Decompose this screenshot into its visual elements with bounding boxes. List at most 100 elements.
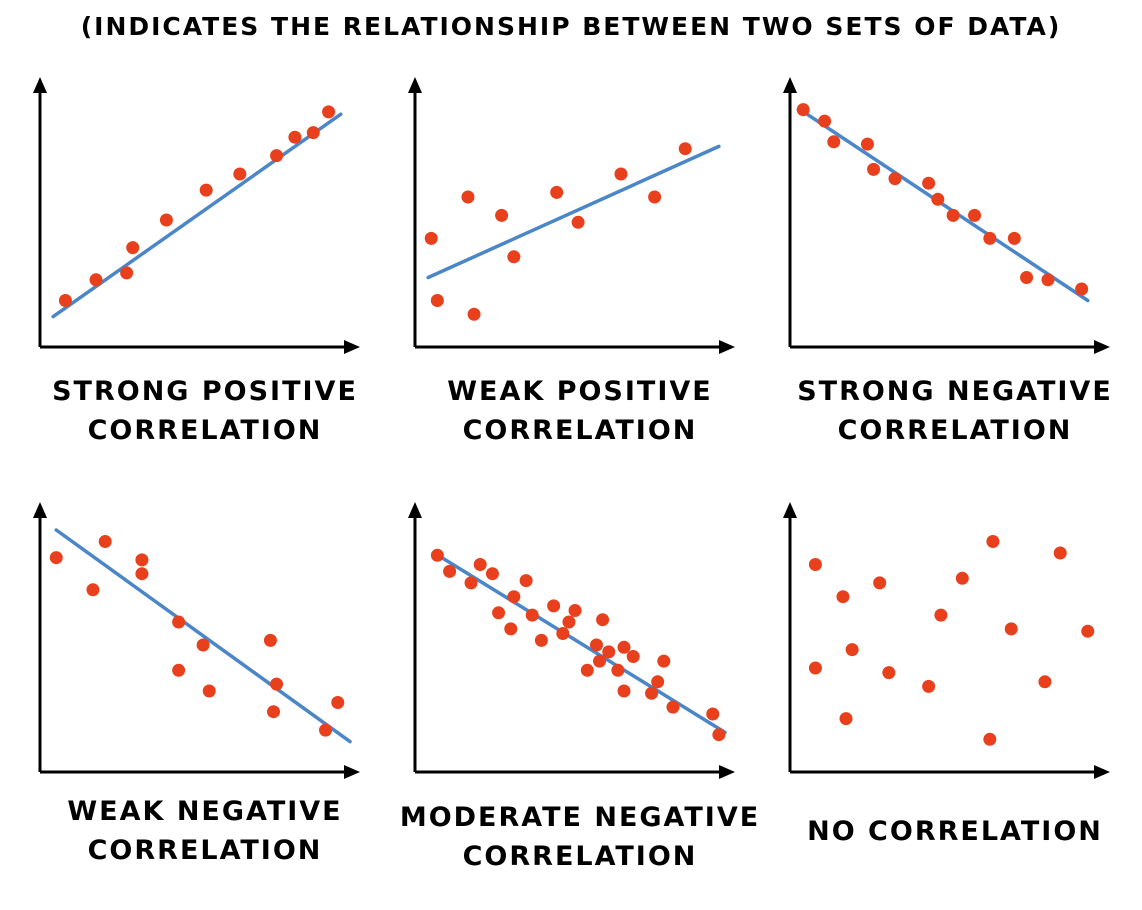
data-point <box>270 149 284 163</box>
chart-2-caption: WEAK POSITIVE CORRELATION <box>395 372 765 450</box>
chart-panel-4: WEAK NEGATIVE CORRELATION <box>20 490 390 910</box>
data-point <box>270 677 284 691</box>
data-point <box>645 686 659 700</box>
data-point <box>495 208 509 222</box>
data-point <box>580 663 594 677</box>
data-point <box>827 135 841 149</box>
data-point <box>968 208 982 222</box>
data-point <box>626 650 640 663</box>
data-point <box>1075 282 1089 296</box>
data-point <box>331 696 345 709</box>
data-point <box>602 645 616 659</box>
chart-2-caption-line-2: CORRELATION <box>462 415 698 446</box>
data-point <box>519 574 533 588</box>
chart-6-caption-line-1: NO CORRELATION <box>807 816 1103 847</box>
data-point <box>49 551 63 565</box>
y-axis-arrow-icon <box>33 77 47 93</box>
data-point <box>648 190 662 204</box>
y-axis-arrow-icon <box>783 77 797 93</box>
data-point <box>617 684 631 698</box>
chart-1 <box>33 77 360 354</box>
data-point <box>135 553 149 567</box>
x-axis-arrow-icon <box>344 765 360 779</box>
chart-4-caption: WEAK NEGATIVE CORRELATION <box>20 792 390 870</box>
data-point <box>461 190 475 204</box>
data-point <box>322 105 336 119</box>
chart-5-caption-line-2: CORRELATION <box>462 841 698 872</box>
trend-line <box>426 144 721 280</box>
data-point <box>796 103 810 117</box>
data-point <box>135 567 149 581</box>
data-point <box>1020 271 1034 284</box>
x-axis-arrow-icon <box>719 340 735 354</box>
chart-5-caption: MODERATE NEGATIVE CORRELATION <box>395 798 765 876</box>
chart-3-caption-line-1: STRONG NEGATIVE <box>797 376 1113 407</box>
data-point <box>617 640 631 654</box>
data-point <box>666 700 680 714</box>
data-point <box>836 590 850 604</box>
data-point <box>678 142 692 156</box>
data-point <box>706 707 720 721</box>
y-axis-arrow-icon <box>408 77 422 93</box>
data-point <box>593 654 607 668</box>
data-point <box>1041 273 1055 287</box>
data-point <box>492 606 506 620</box>
x-axis-arrow-icon <box>344 340 360 354</box>
data-point <box>983 231 997 245</box>
data-point <box>464 576 478 590</box>
data-point <box>525 608 539 622</box>
trend-line <box>54 528 352 744</box>
data-point <box>233 167 247 181</box>
chart-4-caption-line-1: WEAK NEGATIVE <box>67 796 343 827</box>
chart-6 <box>783 502 1110 779</box>
data-point <box>1004 622 1018 636</box>
data-point <box>267 705 280 719</box>
trend-line <box>798 107 1090 303</box>
data-point <box>1007 231 1021 245</box>
data-point <box>89 273 103 287</box>
trend-line <box>432 551 727 735</box>
data-point <box>808 661 822 675</box>
data-point <box>550 185 564 199</box>
data-point <box>172 615 186 629</box>
chart-3 <box>783 77 1110 354</box>
data-point <box>86 583 100 597</box>
page-title: (INDICATES THE RELATIONSHIP BETWEEN TWO … <box>80 12 1062 41</box>
chart-3-caption-line-2: CORRELATION <box>837 415 1073 446</box>
chart-5-caption-line-1: MODERATE NEGATIVE <box>399 802 761 833</box>
data-point <box>614 167 628 181</box>
data-point <box>808 558 822 571</box>
data-point <box>596 613 610 627</box>
data-point <box>172 663 186 677</box>
chart-3-caption: STRONG NEGATIVE CORRELATION <box>770 372 1140 450</box>
data-point <box>288 130 302 144</box>
data-point <box>712 728 726 742</box>
data-point <box>159 213 173 227</box>
data-point <box>430 294 444 307</box>
data-point <box>202 684 216 698</box>
data-point <box>611 663 625 677</box>
data-point <box>839 712 853 726</box>
x-axis-arrow-icon <box>1094 765 1110 779</box>
data-point <box>946 208 960 222</box>
data-point <box>882 666 896 680</box>
chart-2-caption-line-1: WEAK POSITIVE <box>447 376 713 407</box>
chart-5 <box>408 502 735 779</box>
data-point <box>507 590 521 604</box>
data-point <box>199 183 213 197</box>
data-point <box>860 137 874 151</box>
x-axis-arrow-icon <box>1094 340 1110 354</box>
data-point <box>922 176 936 190</box>
data-point <box>562 615 576 629</box>
data-point <box>651 675 665 689</box>
chart-4 <box>33 502 360 779</box>
data-point <box>571 215 585 229</box>
y-axis-arrow-icon <box>408 502 422 518</box>
y-axis-arrow-icon <box>33 502 47 518</box>
data-point <box>98 535 112 548</box>
data-point <box>922 679 936 693</box>
chart-1-caption: STRONG POSITIVE CORRELATION <box>20 372 390 450</box>
data-point <box>818 114 832 128</box>
chart-panel-2: WEAK POSITIVE CORRELATION <box>395 65 765 485</box>
data-point <box>534 633 548 647</box>
